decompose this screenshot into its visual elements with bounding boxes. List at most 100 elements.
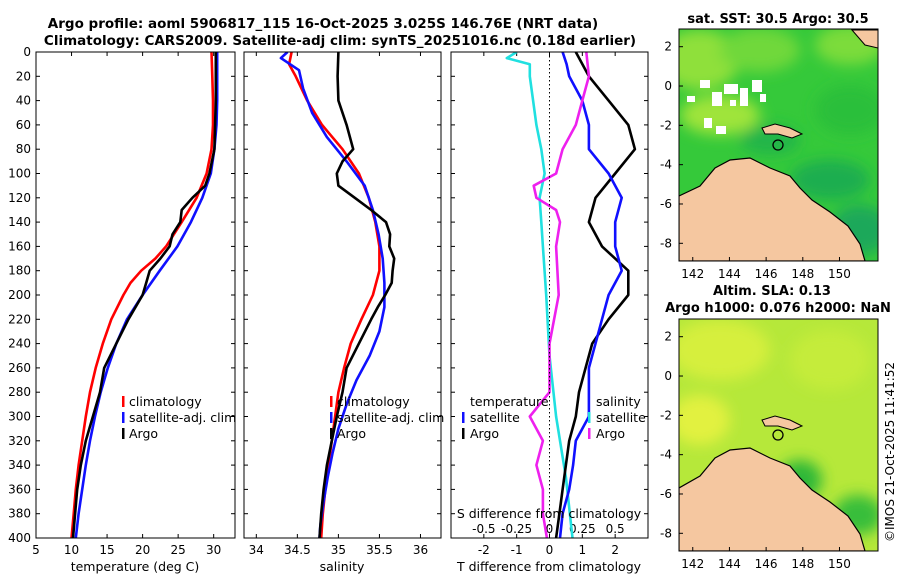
legend-label-satellite: satellite-adj. clim <box>129 410 236 425</box>
x-tick-label: 25 <box>171 543 186 557</box>
x-tick-label: 15 <box>99 543 114 557</box>
depth-tick-label: 60 <box>16 118 31 132</box>
salinity-lines <box>279 52 396 538</box>
x-tick-label: 35.5 <box>366 543 393 557</box>
x-tick-label: 34 <box>249 543 264 557</box>
series-line-t-satellite <box>505 52 574 538</box>
s-diff-tick-label: 0.5 <box>606 522 625 536</box>
sst-map-frame <box>678 28 879 262</box>
legend-swatch-climatology <box>122 396 125 407</box>
depth-tick-label: 280 <box>8 385 31 399</box>
s-difference-axis: -0.5-0.2500.250.5 <box>472 522 625 536</box>
sla-map-frame <box>678 318 879 552</box>
map-lat-label: -8 <box>660 526 672 540</box>
sla-map-image <box>679 319 878 551</box>
series-line-s-satellite <box>558 52 624 538</box>
sst-map-axes: 142 144 146 148 150 2 0 -2 -4 -6 -8 <box>660 40 851 281</box>
depth-tick-label: 120 <box>8 191 31 205</box>
sst-map-title: sat. SST: 30.5 Argo: 30.5 <box>687 12 868 27</box>
sla-map-axes: 142 144 146 148 150 2 0 -2 -4 -6 -8 <box>660 330 851 571</box>
sla-map-title-line2: Argo h1000: 0.076 h2000: NaN <box>665 301 891 316</box>
s-diff-tick-label: 0.25 <box>569 522 596 536</box>
x-tick-label: 0 <box>546 543 554 557</box>
sst-cloud-mask <box>687 80 766 134</box>
x-tick-label: 30 <box>206 543 221 557</box>
difference-legend: temperature salinity satellite Argo sate… <box>462 394 646 441</box>
legend-label-s-satellite: satellite <box>596 410 646 425</box>
sst-land-new-guinea <box>679 157 866 261</box>
map-lon-label: 148 <box>791 267 814 281</box>
legend-swatch-climatology <box>330 396 333 407</box>
series-line-satellite-adj-clim <box>74 52 219 538</box>
salinity-legend: climatology satellite-adj. clim Argo <box>330 394 444 441</box>
map-lat-label: -4 <box>660 158 672 172</box>
legend-label-argo: Argo <box>337 426 366 441</box>
map-lon-label: 146 <box>755 557 778 571</box>
temperature-frame <box>35 51 236 539</box>
x-tick-label: 36 <box>413 543 428 557</box>
s-diff-tick-label: -0.25 <box>501 522 532 536</box>
sla-argo-location-marker <box>772 429 784 441</box>
sla-map-title-line1: Altim. SLA: 0.13 <box>713 284 831 299</box>
s-diff-tick-label: -0.5 <box>472 522 495 536</box>
legend-swatch-t-satellite <box>462 412 465 423</box>
map-lat-label: -8 <box>660 236 672 250</box>
depth-tick-label: 180 <box>8 264 31 278</box>
x-tick-label: 1 <box>579 543 587 557</box>
x-tick-label: 5 <box>32 543 40 557</box>
depth-tick-label: 360 <box>8 482 31 496</box>
t-difference-axis: -2 -1 0 1 2 <box>478 52 619 557</box>
x-tick-label: 2 <box>611 543 619 557</box>
difference-lines <box>505 52 637 538</box>
legend-label-s-argo: Argo <box>596 426 625 441</box>
series-line-argo <box>318 52 396 538</box>
legend-swatch-satellite <box>122 412 125 423</box>
temperature-legend: climatology satellite-adj. clim Argo <box>122 394 236 441</box>
legend-label-argo: Argo <box>129 426 158 441</box>
sst-land-islands <box>850 29 878 49</box>
series-line-climatology <box>70 52 215 538</box>
temperature-axis: 5 10 15 20 25 30 <box>32 52 221 557</box>
x-tick-label: 20 <box>135 543 150 557</box>
sst-map-panel: sat. SST: 30.5 Argo: 30.5 <box>660 12 879 281</box>
x-tick-label: -2 <box>478 543 490 557</box>
depth-tick-label: 0 <box>23 45 31 59</box>
map-lat-label: 2 <box>664 40 672 54</box>
map-lat-label: -6 <box>660 487 672 501</box>
map-lon-label: 148 <box>791 557 814 571</box>
map-lat-label: -2 <box>660 118 672 132</box>
map-lat-label: 0 <box>664 79 672 93</box>
map-lon-label: 144 <box>718 557 741 571</box>
map-lat-label: -2 <box>660 408 672 422</box>
sst-map-image <box>679 29 878 261</box>
depth-tick-label: 300 <box>8 410 31 424</box>
salinity-panel: 34 34.5 35 35.5 36 salinity climatology sate… <box>243 51 444 574</box>
legend-header-salinity: salinity <box>596 394 641 409</box>
map-lon-label: 146 <box>755 267 778 281</box>
legend-label-t-argo: Argo <box>470 426 499 441</box>
series-line-satellite-adj-clim <box>279 52 386 538</box>
depth-tick-label: 400 <box>8 531 31 545</box>
map-lon-label: 150 <box>828 267 851 281</box>
sla-land-manus <box>761 415 804 431</box>
legend-swatch-satellite <box>330 412 333 423</box>
map-lat-label: 0 <box>664 369 672 383</box>
s-difference-xlabel: S difference from climatology <box>457 506 642 521</box>
x-tick-label: 10 <box>64 543 79 557</box>
salinity-depth-ticks <box>244 51 441 539</box>
imos-watermark: ©IMOS 21-Oct-2025 11:41:52 <box>883 362 897 542</box>
map-lat-label: 2 <box>664 330 672 344</box>
depth-tick-label: 40 <box>16 94 31 108</box>
sst-land-manus <box>761 123 804 139</box>
depth-tick-label: 160 <box>8 239 31 253</box>
legend-header-temperature: temperature <box>470 394 549 409</box>
sla-map-panel: Altim. SLA: 0.13 Argo h1000: 0.076 h2000… <box>660 284 891 571</box>
depth-axis: 0 20 40 60 80 100 120 140 160 180 200 220 240 260 280 3… <box>8 45 235 545</box>
legend-label-climatology: climatology <box>129 394 202 409</box>
temperature-panel: 0 20 40 60 80 100 120 140 160 180 200 220 240 260 280 3… <box>8 45 236 574</box>
map-lat-label: -6 <box>660 197 672 211</box>
depth-tick-label: 340 <box>8 458 31 472</box>
depth-tick-label: 240 <box>8 337 31 351</box>
series-line-t-argo <box>554 52 637 538</box>
difference-panel: -2 -1 0 1 2 -0.5 -0.25 0 0.25 0.5 T difference f… <box>450 51 649 574</box>
